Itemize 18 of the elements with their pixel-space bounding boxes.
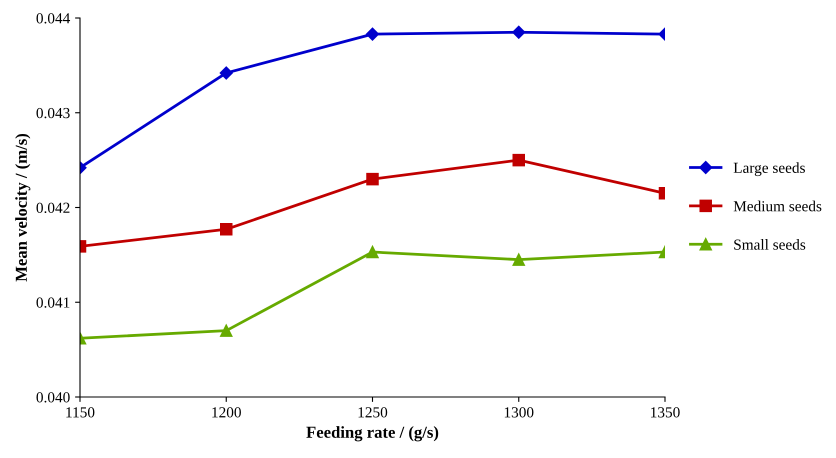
x-tick-label: 1250 (358, 407, 388, 418)
y-tick-label: 0.041 (36, 297, 70, 308)
legend-label: Large seeds (734, 162, 805, 176)
point (366, 28, 380, 41)
x-tick-label: 1150 (66, 407, 94, 418)
y-tick-label: 0.043 (36, 108, 70, 118)
y-tick-label: 0.044 (36, 13, 70, 24)
x-tick-label: 1300 (504, 407, 534, 418)
point (366, 172, 379, 186)
point (366, 246, 379, 258)
y-tick-label: 0.042 (36, 202, 70, 214)
x-tick-label: 1350 (651, 407, 680, 418)
x-axis-title: Feeding rate / (g/s) (306, 426, 438, 442)
y-tick-label: 0.040 (36, 392, 70, 403)
y-axis-title: Mean velocity / (m/s) (15, 134, 30, 282)
legend-label: Small seeds (734, 239, 806, 250)
x-tick-label: 1200 (212, 407, 241, 418)
legend-label: Medium seeds (734, 200, 822, 212)
